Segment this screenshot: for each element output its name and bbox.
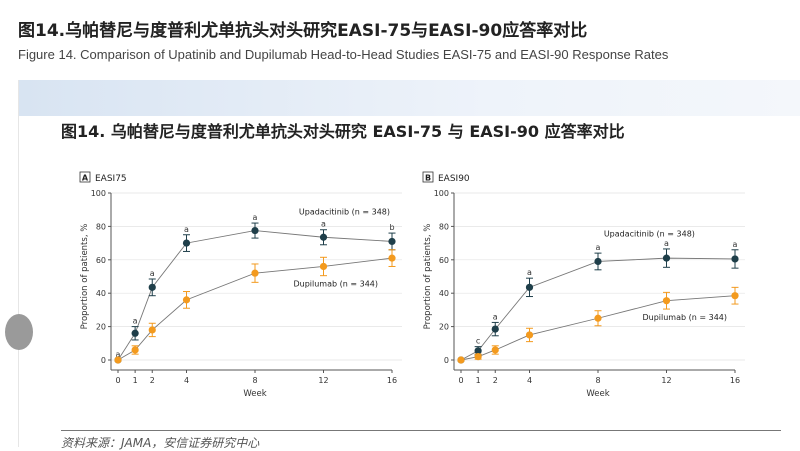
header-band bbox=[19, 80, 800, 116]
x-tick-label: 1 bbox=[476, 376, 481, 385]
x-tick-label: 0 bbox=[458, 376, 463, 385]
data-point bbox=[731, 292, 739, 300]
x-axis-label: Week bbox=[586, 389, 609, 399]
data-point bbox=[731, 255, 739, 263]
y-tick-label: 100 bbox=[434, 189, 449, 198]
y-axis-label: Proportion of patients, % bbox=[80, 224, 90, 330]
data-point bbox=[491, 346, 499, 354]
data-point bbox=[182, 296, 191, 304]
y-tick-label: 0 bbox=[444, 356, 449, 365]
x-tick-label: 12 bbox=[661, 376, 671, 385]
panel-title: EASI75 bbox=[95, 174, 127, 184]
data-point bbox=[388, 237, 396, 246]
data-point bbox=[131, 346, 139, 354]
x-tick-label: 8 bbox=[595, 376, 600, 385]
data-point bbox=[251, 269, 259, 277]
y-tick-label: 0 bbox=[101, 356, 106, 365]
data-point bbox=[525, 283, 534, 291]
significance-label: a bbox=[321, 220, 326, 229]
data-point bbox=[525, 331, 534, 339]
y-tick-label: 100 bbox=[91, 189, 106, 198]
significance-label: a bbox=[116, 350, 121, 359]
y-tick-label: 20 bbox=[96, 323, 106, 332]
x-tick-label: 8 bbox=[252, 376, 257, 385]
significance-label: b bbox=[389, 223, 394, 232]
data-point bbox=[457, 356, 465, 364]
data-point bbox=[131, 329, 139, 337]
figure-frame: 图14. 乌帕替尼与度普利尤单抗头对头研究 EASI-75 与 EASI-90 … bbox=[5, 80, 800, 450]
series-line bbox=[117, 230, 393, 361]
panel-label-box bbox=[422, 171, 434, 183]
data-point bbox=[662, 297, 671, 305]
y-axis-label: Proportion of patients, % bbox=[423, 224, 433, 330]
data-point bbox=[319, 233, 328, 241]
x-tick-label: 2 bbox=[493, 376, 498, 385]
data-point bbox=[388, 254, 396, 262]
data-point bbox=[148, 326, 156, 334]
series-label-upadacitinib: Upadacitinib (n = 348) bbox=[604, 229, 695, 238]
x-tick-label: 12 bbox=[318, 376, 328, 385]
significance-label: a bbox=[184, 225, 189, 234]
data-point bbox=[491, 325, 499, 333]
series-label-dupilumab: Dupilumab (n = 344) bbox=[293, 280, 378, 289]
panel-label: A bbox=[82, 174, 89, 183]
x-tick-label: 4 bbox=[527, 376, 532, 385]
y-tick-label: 20 bbox=[439, 323, 449, 332]
y-tick-label: 40 bbox=[439, 289, 449, 298]
x-tick-label: 4 bbox=[184, 376, 189, 385]
data-point bbox=[114, 356, 122, 364]
data-point bbox=[662, 254, 671, 262]
x-tick-label: 16 bbox=[387, 376, 397, 385]
significance-label: a bbox=[150, 269, 155, 278]
significance-label: a bbox=[493, 312, 498, 321]
y-tick-label: 40 bbox=[96, 289, 106, 298]
x-axis-label: Week bbox=[243, 389, 266, 399]
scroll-left-button[interactable] bbox=[5, 314, 33, 350]
data-point bbox=[594, 257, 602, 266]
y-tick-label: 60 bbox=[439, 256, 449, 265]
page-title: 图14.乌帕替尼与度普利尤单抗头对头研究EASI-75与EASI-90应答率对比 bbox=[18, 21, 588, 41]
page-subtitle: Figure 14. Comparison of Upatinib and Du… bbox=[18, 47, 669, 62]
significance-label: a bbox=[253, 213, 258, 222]
panel-title: EASI90 bbox=[438, 174, 470, 184]
x-tick-label: 16 bbox=[730, 376, 740, 385]
series-label-dupilumab: Dupilumab (n = 344) bbox=[642, 313, 727, 322]
x-tick-label: 2 bbox=[150, 376, 155, 385]
data-point bbox=[594, 314, 602, 322]
series-line bbox=[460, 295, 736, 361]
significance-label: a bbox=[733, 240, 738, 249]
significance-label: a bbox=[133, 317, 138, 326]
data-point bbox=[251, 226, 259, 235]
x-tick-label: 1 bbox=[133, 376, 138, 385]
panel-label-box bbox=[79, 171, 91, 183]
y-tick-label: 80 bbox=[439, 222, 449, 231]
data-point bbox=[148, 283, 156, 291]
figure-title: 图14. 乌帕替尼与度普利尤单抗头对头研究 EASI-75 与 EASI-90 … bbox=[61, 122, 625, 141]
data-point bbox=[182, 239, 191, 247]
series-label-upadacitinib: Upadacitinib (n = 348) bbox=[299, 208, 390, 217]
significance-label: a bbox=[664, 239, 669, 248]
significance-label: c bbox=[476, 337, 480, 346]
data-point bbox=[474, 347, 482, 355]
significance-label: a bbox=[596, 243, 601, 252]
x-tick-label: 0 bbox=[115, 376, 120, 385]
significance-label: a bbox=[527, 268, 532, 277]
data-point bbox=[474, 353, 482, 361]
data-point bbox=[319, 262, 328, 271]
y-tick-label: 80 bbox=[96, 222, 106, 231]
y-tick-label: 60 bbox=[96, 256, 106, 265]
panel-label: B bbox=[425, 174, 431, 183]
series-line bbox=[460, 257, 736, 361]
